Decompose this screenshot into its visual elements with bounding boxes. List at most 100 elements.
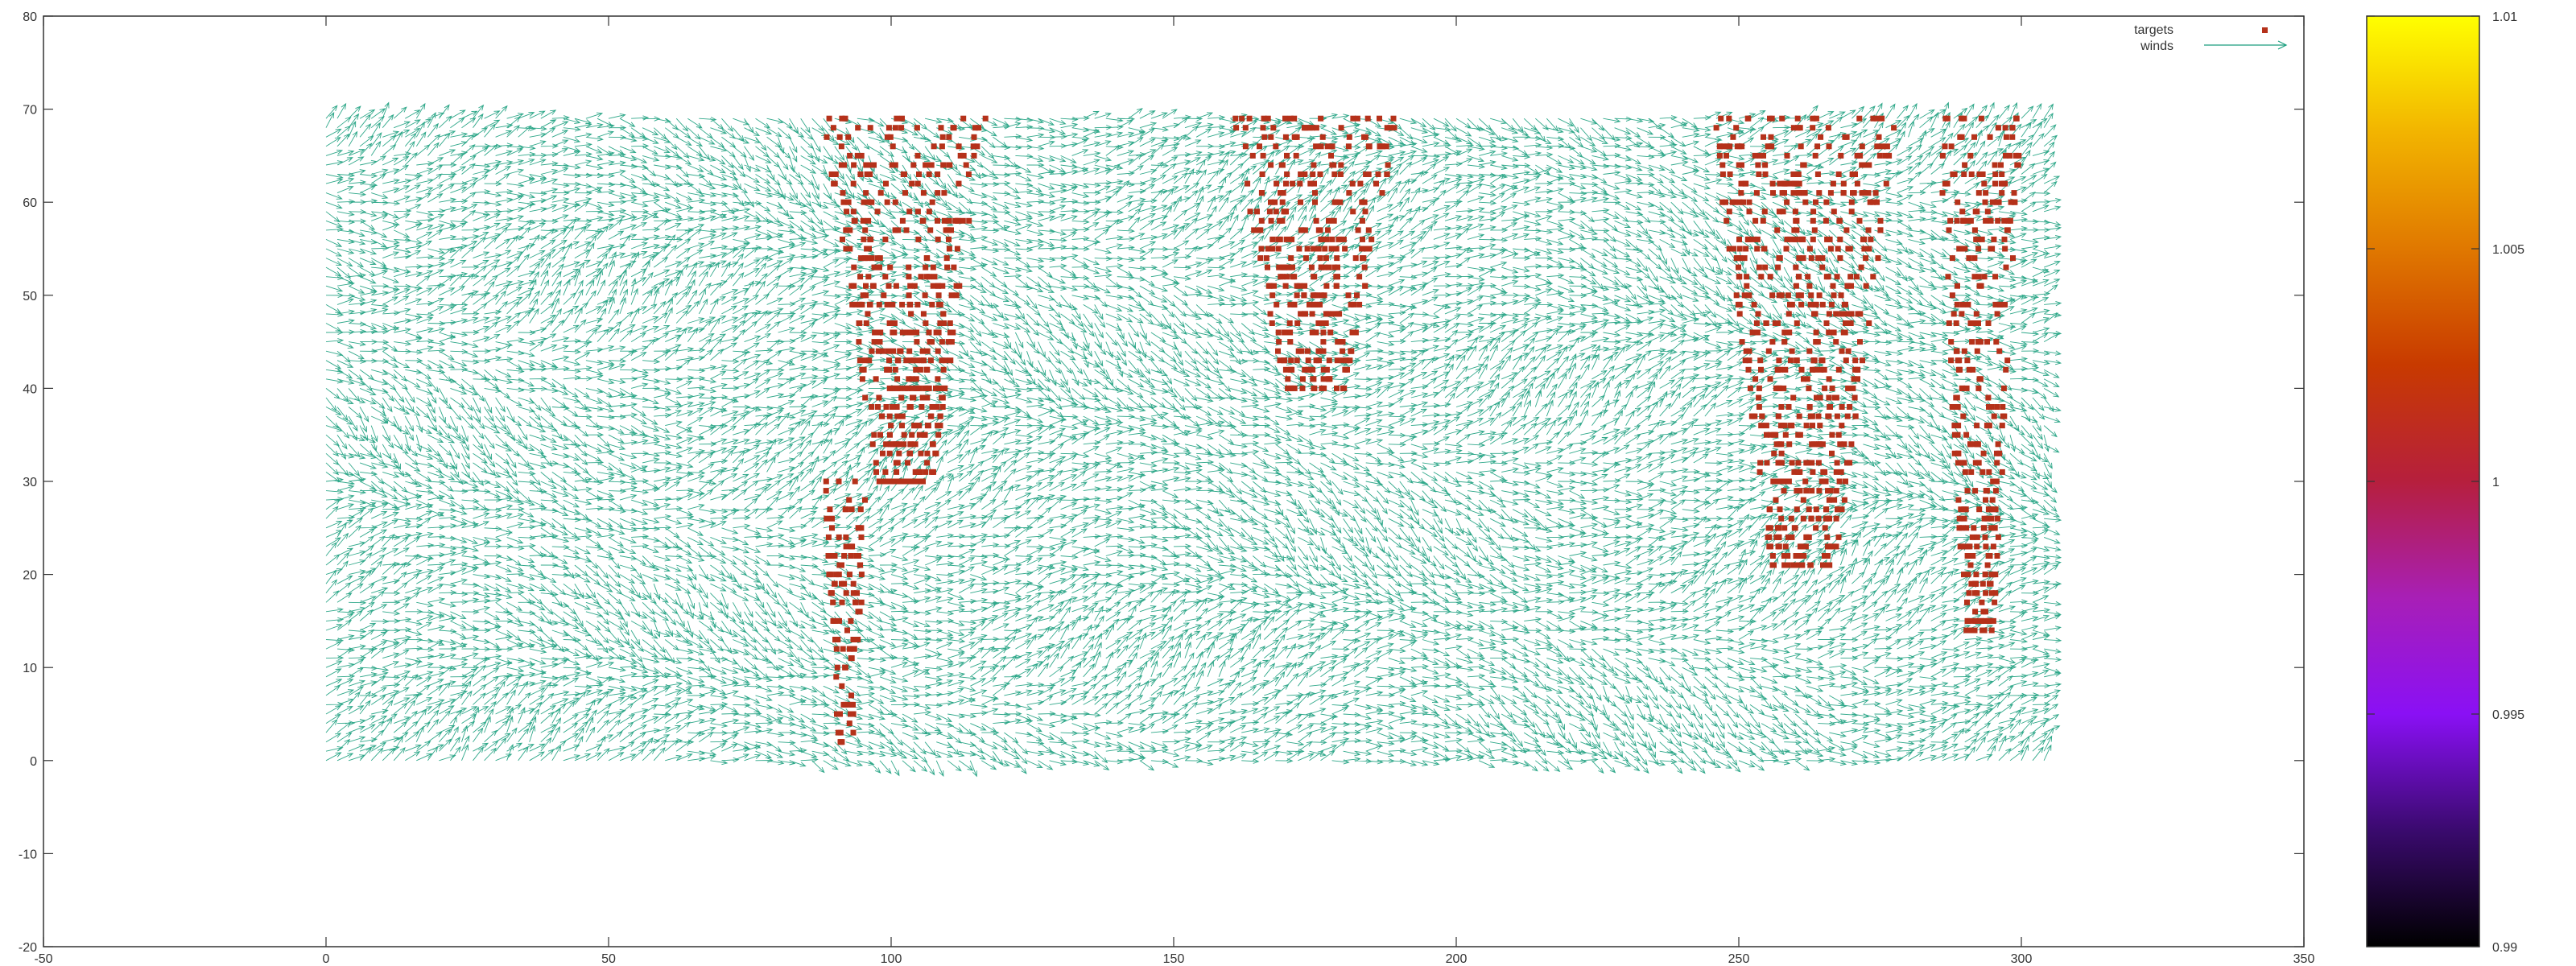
target-point <box>1865 227 1872 233</box>
target-point <box>1814 143 1821 150</box>
target-point <box>1298 227 1304 233</box>
target-point <box>1959 460 1965 466</box>
target-point <box>1955 460 1961 466</box>
target-point <box>1886 152 1893 159</box>
target-point <box>1729 199 1736 205</box>
target-point <box>1968 469 1975 475</box>
target-point <box>923 320 929 326</box>
target-point <box>1777 460 1784 466</box>
target-point <box>1961 515 1967 522</box>
target-point <box>1857 311 1864 317</box>
target-point <box>1281 357 1287 364</box>
target-point <box>1766 506 1773 513</box>
target-point <box>950 125 956 131</box>
target-point <box>916 385 923 391</box>
target-point <box>859 301 865 308</box>
target-point <box>935 431 942 438</box>
target-point <box>1774 366 1781 373</box>
target-point <box>1268 134 1274 140</box>
target-point <box>1776 255 1782 262</box>
target-point <box>1385 162 1391 168</box>
target-point <box>898 125 905 131</box>
target-point <box>1315 246 1322 252</box>
target-point <box>1379 190 1385 196</box>
target-point <box>1822 525 1828 531</box>
target-point <box>1824 543 1831 550</box>
target-point <box>1939 190 1946 196</box>
target-point <box>1319 264 1324 270</box>
target-point <box>1843 301 1848 308</box>
target-point <box>921 431 927 438</box>
target-point <box>1360 255 1367 262</box>
target-point <box>914 152 921 159</box>
target-point <box>1318 292 1324 299</box>
target-point <box>1260 152 1266 159</box>
target-point <box>1837 441 1843 448</box>
target-point <box>1815 413 1822 419</box>
target-point <box>1992 162 1998 168</box>
target-point <box>1291 134 1298 140</box>
wind-vectors <box>325 101 2062 778</box>
target-point <box>1838 469 1844 475</box>
target-point <box>1782 543 1789 550</box>
target-point <box>1773 497 1779 503</box>
target-point <box>1838 292 1844 299</box>
target-point <box>1814 441 1820 448</box>
target-point <box>1825 488 1831 494</box>
target-point <box>1342 366 1348 373</box>
target-point <box>1736 162 1742 168</box>
target-point <box>1257 227 1264 233</box>
target-point <box>836 134 843 140</box>
target-point <box>886 320 893 326</box>
target-point <box>1299 385 1306 391</box>
target-point <box>839 562 844 568</box>
target-point <box>1821 366 1827 373</box>
target-point <box>2002 246 2008 252</box>
target-point <box>1989 497 1996 503</box>
target-point <box>939 357 945 364</box>
target-point <box>927 162 933 168</box>
target-point <box>1840 190 1847 196</box>
target-point <box>1325 311 1331 317</box>
target-point <box>1302 283 1308 289</box>
x-tick-label: -50 <box>34 952 52 966</box>
target-point <box>930 264 936 270</box>
target-point <box>939 143 945 150</box>
target-point <box>899 413 906 419</box>
target-point <box>1304 246 1311 252</box>
target-point <box>903 357 910 364</box>
target-point <box>1983 488 1989 494</box>
target-point <box>1992 599 1998 605</box>
target-point <box>902 329 908 336</box>
target-point <box>848 692 854 699</box>
target-point <box>942 357 948 364</box>
target-point <box>1853 274 1860 280</box>
target-point <box>1827 404 1833 410</box>
target-point <box>1981 627 1988 634</box>
target-point <box>879 348 886 354</box>
target-point <box>1813 115 1819 122</box>
legend-label-winds: winds <box>2140 39 2174 53</box>
target-point <box>948 339 955 345</box>
target-point <box>1844 320 1851 326</box>
target-point <box>1758 366 1764 373</box>
target-point <box>833 646 840 652</box>
target-point <box>1794 488 1800 494</box>
target-point <box>1283 180 1289 187</box>
target-point <box>1828 301 1835 308</box>
target-point <box>873 329 880 336</box>
target-point <box>1823 506 1829 513</box>
target-point <box>1329 236 1335 242</box>
target-point <box>1791 469 1798 475</box>
target-point <box>1810 366 1815 373</box>
target-point <box>1730 134 1736 140</box>
target-point <box>1843 134 1850 140</box>
target-point <box>851 162 857 168</box>
target-point <box>1309 125 1315 131</box>
target-point <box>1766 543 1773 550</box>
target-point <box>1840 329 1847 336</box>
target-point <box>1833 469 1839 475</box>
target-point <box>1797 488 1803 494</box>
target-point <box>1769 180 1776 187</box>
target-point <box>827 506 833 513</box>
